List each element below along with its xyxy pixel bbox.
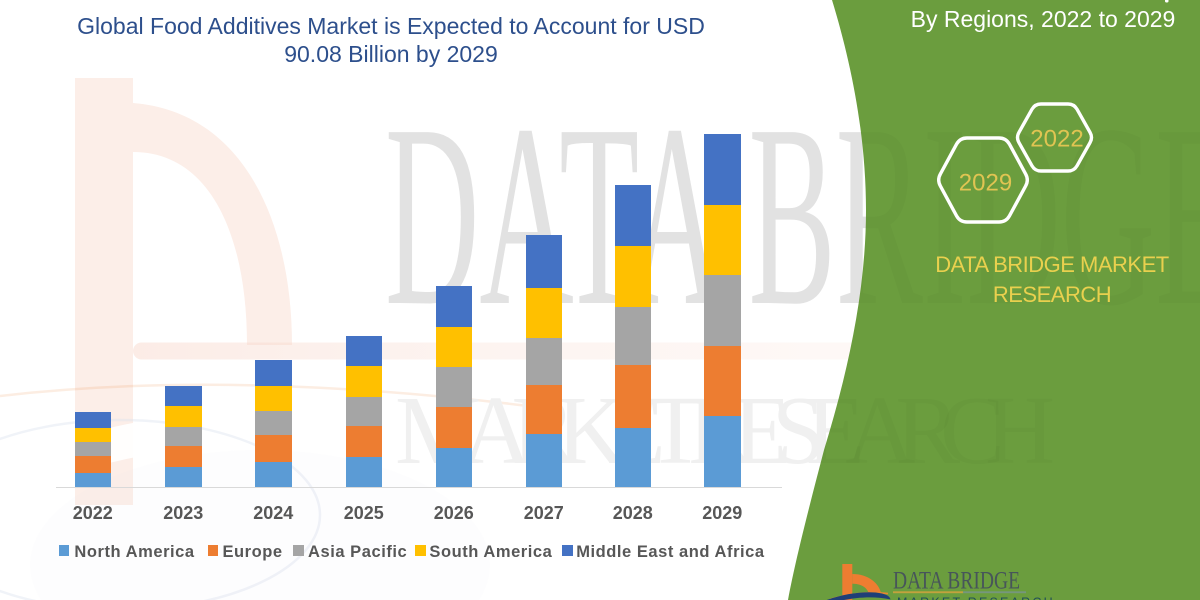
svg-text:DATA BRIDGE: DATA BRIDGE (893, 568, 1020, 595)
svg-text:2022: 2022 (1030, 126, 1083, 153)
svg-text:MARKET RESEARCH: MARKET RESEARCH (897, 596, 1055, 600)
svg-text:2029: 2029 (959, 170, 1012, 197)
